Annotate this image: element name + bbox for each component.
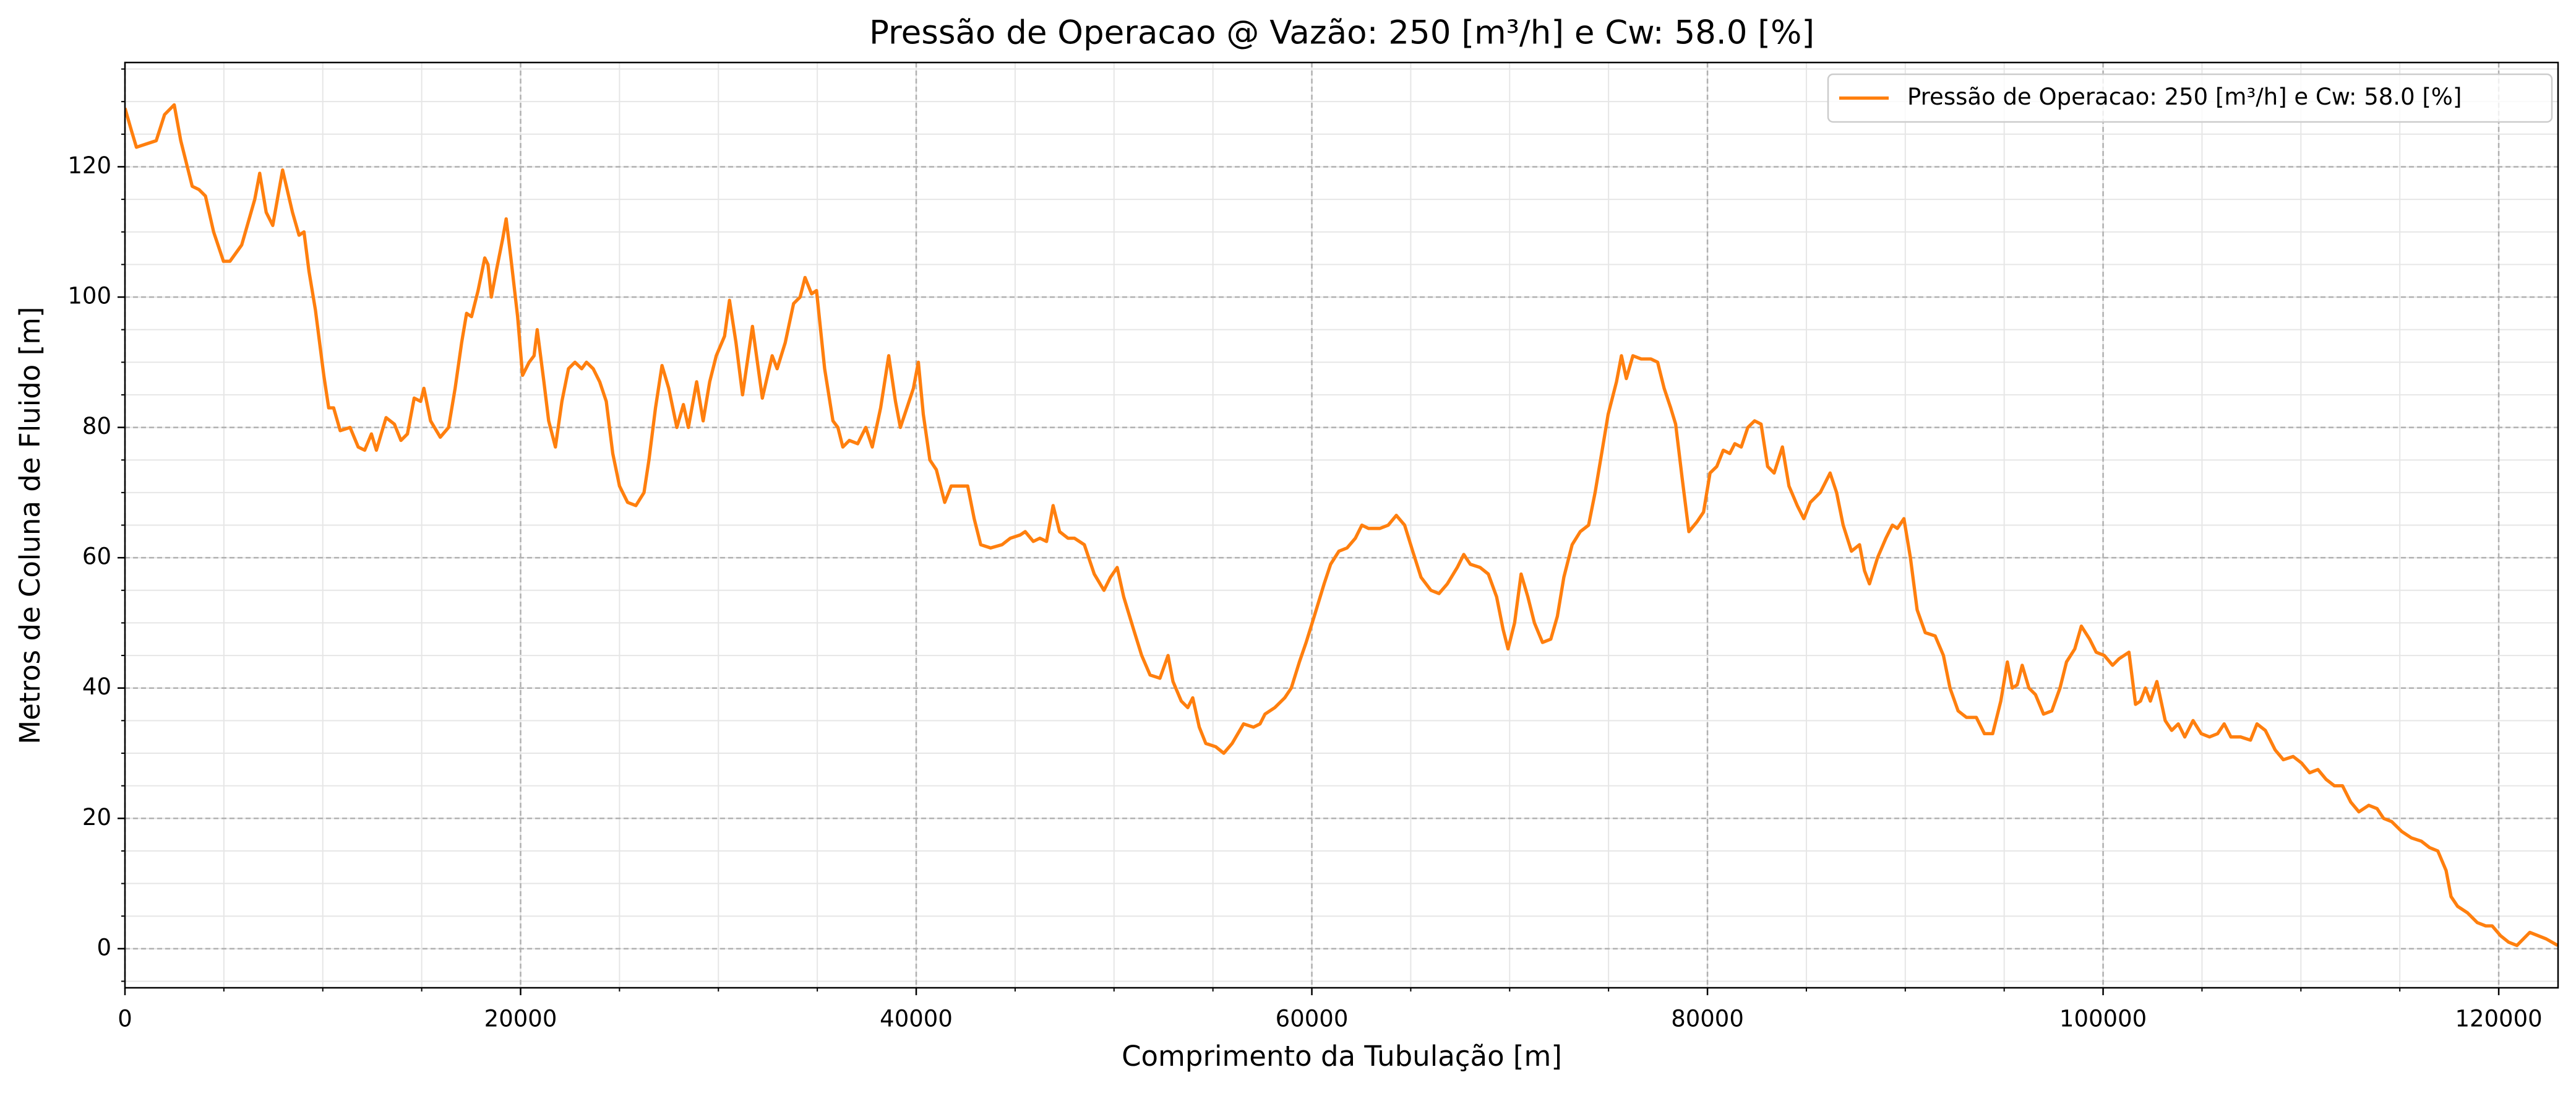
x-tick-label: 80000 xyxy=(1671,1006,1744,1032)
y-tick-label: 120 xyxy=(67,152,111,179)
x-tick-label: 0 xyxy=(118,1006,132,1032)
grid xyxy=(121,63,2558,991)
x-tick-label: 100000 xyxy=(2059,1006,2147,1032)
plot-area xyxy=(125,103,2558,948)
legend: Pressão de Operacao: 250 [m³/h] e Cw: 58… xyxy=(1827,73,2553,123)
data-line xyxy=(125,103,2558,948)
y-tick-label: 20 xyxy=(82,804,111,831)
y-tick-label: 40 xyxy=(82,673,111,700)
plot-frame xyxy=(124,61,2559,989)
x-tick-label: 60000 xyxy=(1276,1006,1349,1032)
y-tick-label: 60 xyxy=(82,543,111,570)
y-tick-label: 0 xyxy=(97,934,111,961)
x-axis-label: Comprimento da Tubulação [m] xyxy=(1122,1040,1562,1073)
y-tick-label: 80 xyxy=(82,413,111,439)
x-tick-label: 20000 xyxy=(484,1006,557,1032)
legend-label: Pressão de Operacao: 250 [m³/h] e Cw: 58… xyxy=(1907,84,2462,110)
x-tick-label: 120000 xyxy=(2455,1006,2542,1032)
y-tick-label: 100 xyxy=(67,283,111,309)
chart-title: Pressão de Operacao @ Vazão: 250 [m³/h] … xyxy=(869,14,1814,52)
y-axis-label: Metros de Coluna de Fluido [m] xyxy=(14,306,46,744)
x-tick-label: 40000 xyxy=(880,1006,953,1032)
legend-box xyxy=(1827,73,2553,123)
